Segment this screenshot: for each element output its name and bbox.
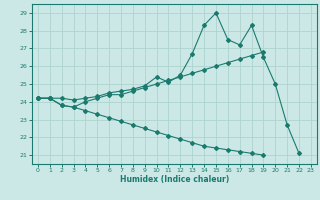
X-axis label: Humidex (Indice chaleur): Humidex (Indice chaleur) xyxy=(120,175,229,184)
